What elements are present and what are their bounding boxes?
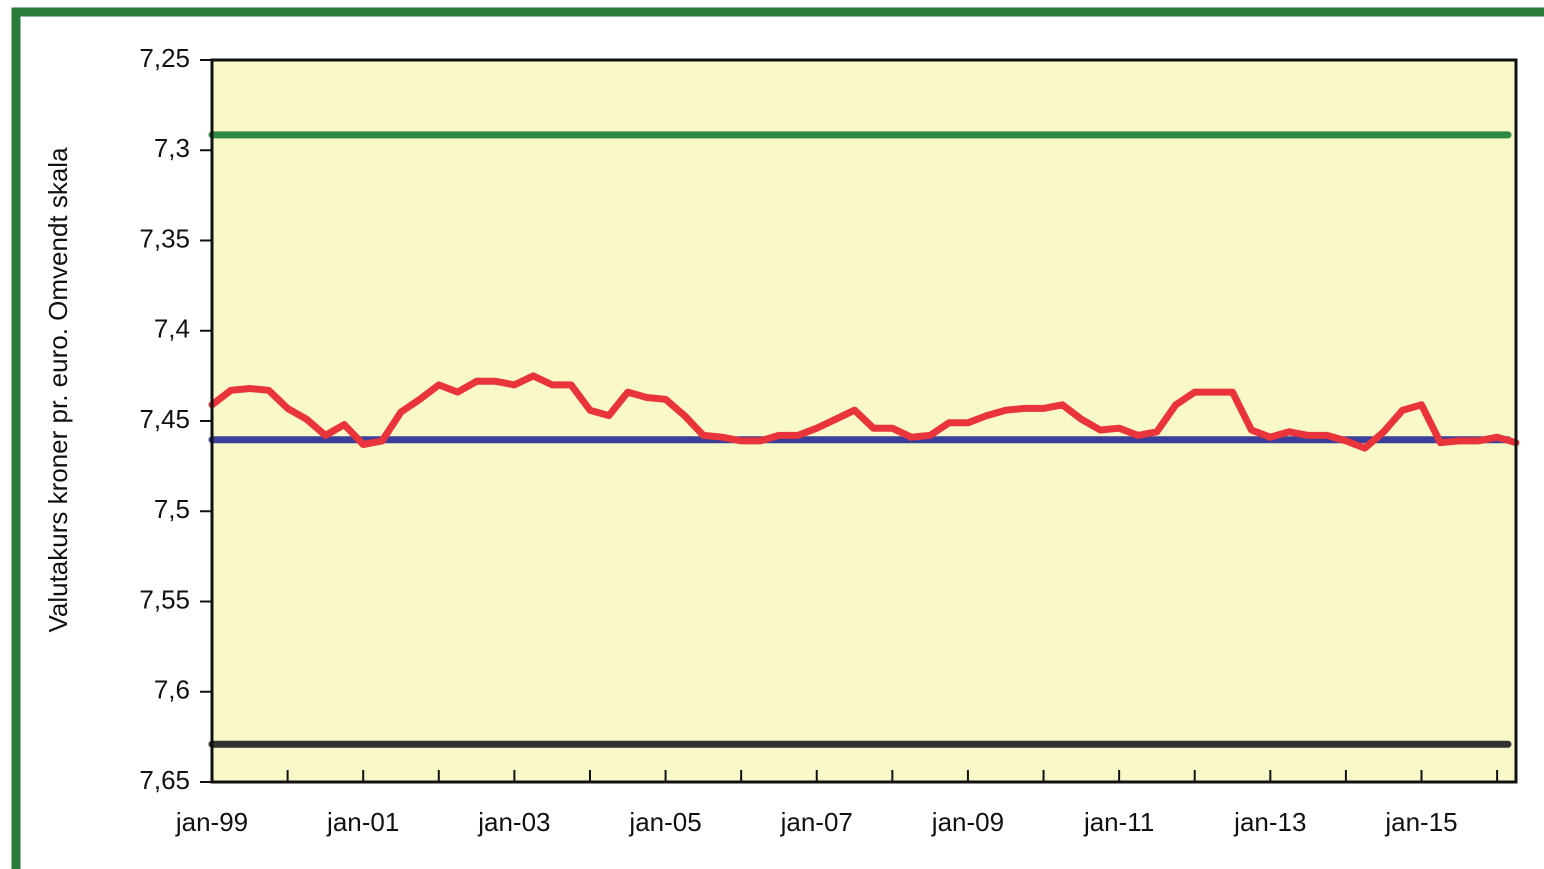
x-tick-label: jan-11 [1083, 807, 1154, 837]
y-tick-label: 7,4 [154, 314, 190, 344]
x-tick-label: jan-09 [931, 807, 1004, 837]
y-tick-label: 7,55 [139, 584, 190, 614]
x-tick-label: jan-15 [1384, 807, 1457, 837]
x-tick-label: jan-01 [326, 807, 399, 837]
x-tick-label: jan-13 [1233, 807, 1306, 837]
y-tick-label: 7,25 [139, 43, 190, 73]
y-tick-label: 7,35 [139, 223, 190, 253]
y-tick-label: 7,5 [154, 494, 190, 524]
plot-border [210, 58, 1518, 784]
y-axis-label: Valutakurs kroner pr. euro. Omvendt skal… [43, 147, 73, 633]
x-tick-label: jan-03 [477, 807, 550, 837]
x-tick-label: jan-05 [628, 807, 701, 837]
frame [11, 7, 1544, 869]
x-tick-label: jan-07 [780, 807, 853, 837]
y-tick-label: 7,65 [139, 765, 190, 795]
series-line [208, 372, 1520, 452]
x-tick-label: jan-99 [175, 807, 248, 837]
y-tick-label: 7,45 [139, 404, 190, 434]
y-tick-label: 7,6 [154, 675, 190, 705]
y-tick-label: 7,3 [154, 133, 190, 163]
